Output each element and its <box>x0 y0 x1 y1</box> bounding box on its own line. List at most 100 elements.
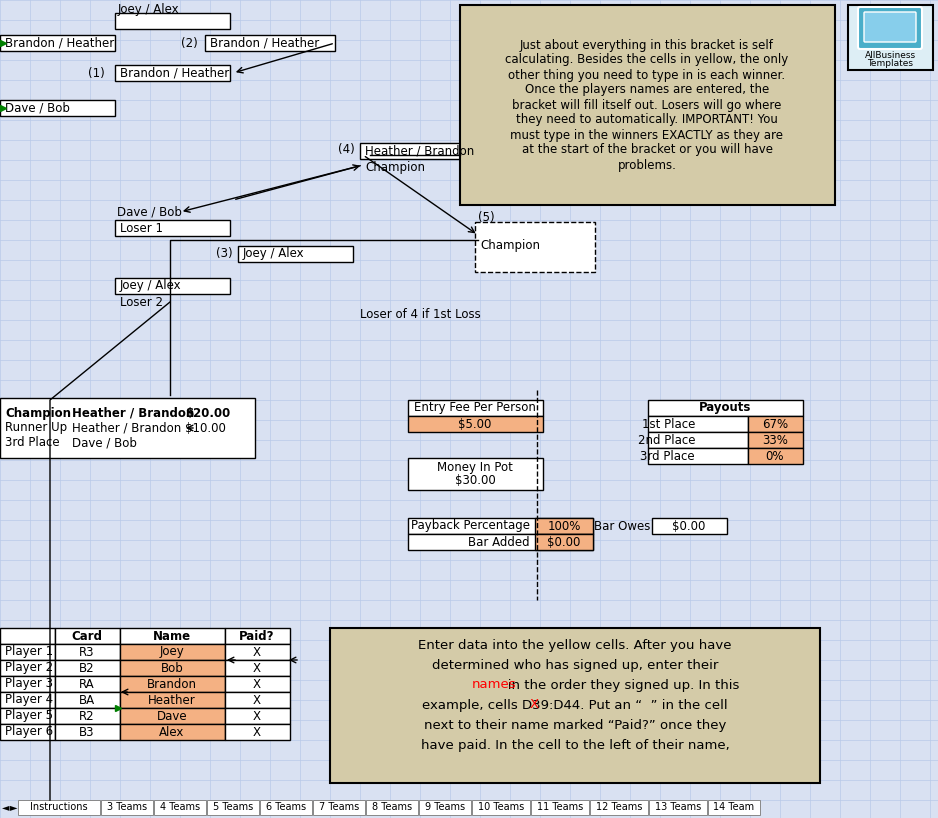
Text: $30.00: $30.00 <box>455 474 495 488</box>
Text: ◄: ◄ <box>2 802 9 812</box>
Bar <box>408 458 543 490</box>
Bar <box>0 676 55 692</box>
Text: 0%: 0% <box>765 450 784 462</box>
Bar <box>225 692 290 708</box>
Bar <box>55 724 120 740</box>
Bar <box>120 692 225 708</box>
Text: Templates: Templates <box>867 60 913 69</box>
Bar <box>531 800 589 815</box>
Text: Brandon / Heather: Brandon / Heather <box>5 37 114 50</box>
Bar <box>207 800 259 815</box>
Text: X: X <box>253 694 261 707</box>
Text: BA: BA <box>79 694 95 707</box>
FancyBboxPatch shape <box>858 7 922 49</box>
Text: Player 3: Player 3 <box>5 677 53 690</box>
Text: Champion: Champion <box>365 160 425 173</box>
Bar <box>460 5 835 205</box>
Bar <box>225 628 290 644</box>
Bar <box>649 800 707 815</box>
Text: Player 6: Player 6 <box>5 726 53 739</box>
Bar <box>238 246 353 262</box>
Bar <box>55 628 120 644</box>
Bar <box>535 518 593 534</box>
Bar <box>748 432 803 448</box>
Bar <box>708 800 760 815</box>
Text: in the order they signed up. In this: in the order they signed up. In this <box>410 678 740 691</box>
Text: 3 Teams: 3 Teams <box>107 802 147 812</box>
Text: B3: B3 <box>79 726 95 739</box>
Text: Bar Owes: Bar Owes <box>594 519 650 533</box>
Text: 7 Teams: 7 Teams <box>319 802 359 812</box>
Text: Brandon: Brandon <box>147 677 197 690</box>
Text: $0.00: $0.00 <box>673 519 705 533</box>
Text: Joey / Alex: Joey / Alex <box>120 280 182 293</box>
Text: 1st Place: 1st Place <box>642 417 695 430</box>
Text: 100%: 100% <box>547 519 581 533</box>
Bar <box>360 143 490 159</box>
Bar <box>120 628 225 644</box>
Bar <box>648 448 748 464</box>
Bar <box>408 416 543 432</box>
Text: 13 Teams: 13 Teams <box>655 802 701 812</box>
Text: Loser of 4 if 1st Loss: Loser of 4 if 1st Loss <box>360 308 481 321</box>
Text: (2): (2) <box>181 37 198 50</box>
Bar <box>225 708 290 724</box>
Text: Bob: Bob <box>160 662 183 675</box>
Bar <box>260 800 312 815</box>
Bar <box>0 398 255 458</box>
Bar <box>0 692 55 708</box>
Bar <box>55 692 120 708</box>
Text: 11 Teams: 11 Teams <box>537 802 583 812</box>
Text: R2: R2 <box>79 709 95 722</box>
Bar <box>648 400 803 416</box>
Text: Player 1: Player 1 <box>5 645 53 658</box>
Bar <box>154 800 206 815</box>
Text: (5): (5) <box>478 212 494 224</box>
Bar <box>0 100 115 116</box>
Text: R3: R3 <box>79 645 95 658</box>
Bar <box>652 518 727 534</box>
Bar <box>0 644 55 660</box>
Text: X: X <box>253 645 261 658</box>
Bar <box>0 708 55 724</box>
Text: Loser 1: Loser 1 <box>120 222 163 235</box>
Text: X: X <box>253 726 261 739</box>
Text: 67%: 67% <box>762 417 788 430</box>
Bar <box>0 35 115 51</box>
Bar <box>120 660 225 676</box>
Bar <box>55 660 120 676</box>
Bar <box>120 644 225 660</box>
Bar <box>0 628 55 644</box>
Text: Heather / Brandon: Heather / Brandon <box>365 145 475 158</box>
Text: X: X <box>529 699 538 712</box>
Text: next to their name marked “Paid?” once they: next to their name marked “Paid?” once t… <box>424 718 726 731</box>
Bar <box>120 676 225 692</box>
Bar <box>225 724 290 740</box>
Text: ►: ► <box>10 802 18 812</box>
Bar <box>475 222 595 272</box>
Text: determined who has signed up, enter their: determined who has signed up, enter thei… <box>431 658 719 672</box>
Text: $10.00: $10.00 <box>185 421 226 434</box>
Bar <box>115 65 230 81</box>
Bar <box>225 660 290 676</box>
Text: 33%: 33% <box>762 434 788 447</box>
Text: Dave / Bob: Dave / Bob <box>117 205 182 218</box>
Bar <box>55 644 120 660</box>
Bar <box>55 676 120 692</box>
Bar <box>408 400 543 416</box>
Text: Heather / Brandon: Heather / Brandon <box>72 421 181 434</box>
Text: Enter data into the yellow cells. After you have: Enter data into the yellow cells. After … <box>418 639 732 651</box>
Text: 12 Teams: 12 Teams <box>596 802 643 812</box>
Text: 9 Teams: 9 Teams <box>425 802 465 812</box>
Text: 14 Team: 14 Team <box>714 802 754 812</box>
Text: Champion: Champion <box>5 407 71 420</box>
Bar <box>115 220 230 236</box>
Bar <box>205 35 335 51</box>
Text: Payback Percentage: Payback Percentage <box>411 519 530 533</box>
Text: Brandon / Heather: Brandon / Heather <box>210 37 319 50</box>
Text: (4): (4) <box>339 143 355 156</box>
Text: names: names <box>472 678 517 691</box>
Bar <box>408 518 593 534</box>
Text: Champion: Champion <box>480 239 540 251</box>
Bar <box>101 800 153 815</box>
